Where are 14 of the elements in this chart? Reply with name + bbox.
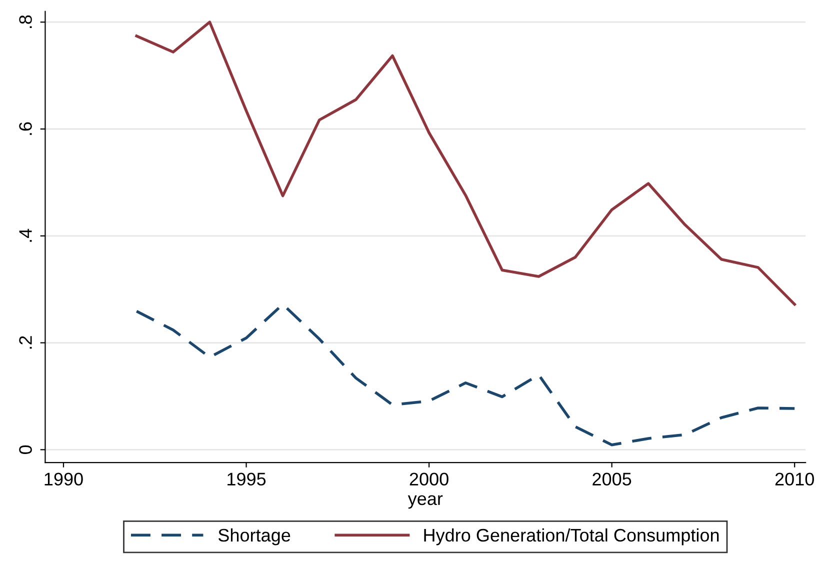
x-tick-label: 1990 (44, 472, 83, 486)
y-tick-label: .6 (19, 122, 32, 135)
x-tick-label: 2000 (410, 472, 448, 486)
legend-label: Hydro Generation/Total Consumption (424, 528, 719, 546)
x-axis-title: year (408, 495, 443, 509)
x-tick-label: 2005 (592, 472, 632, 486)
x-tick-label: 1995 (228, 472, 266, 486)
y-tick-label: 0 (19, 445, 32, 454)
x-tick-label: 2010 (775, 472, 814, 486)
y-tick-label: .4 (19, 228, 32, 242)
legend-label: Shortage (218, 528, 290, 546)
y-tick-label: .2 (19, 336, 32, 349)
line-series (135, 20, 796, 306)
y-tick-label: .8 (19, 15, 32, 28)
